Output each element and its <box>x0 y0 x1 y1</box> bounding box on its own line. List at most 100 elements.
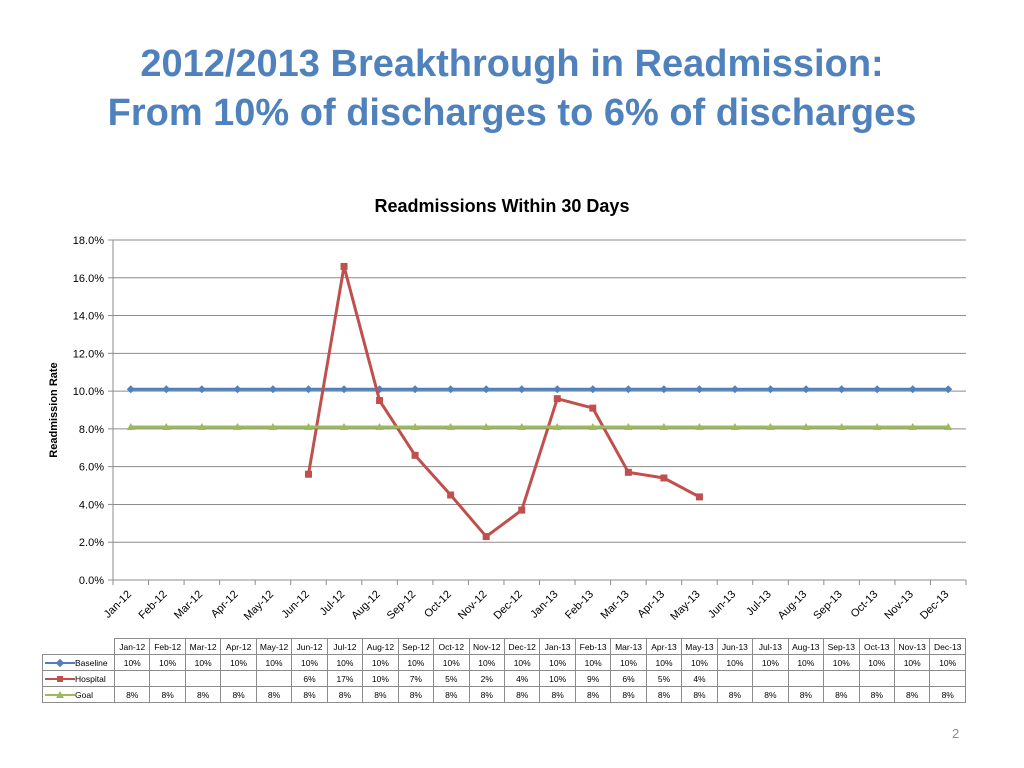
table-column-header: Apr-12 <box>220 638 257 655</box>
baseline-point <box>553 385 562 394</box>
table-cell: 10% <box>574 654 612 671</box>
goal-point <box>624 423 633 430</box>
table-cell: 10% <box>823 654 860 671</box>
table-column-header: Jul-13 <box>752 638 789 655</box>
slide-title-line-2: From 10% of discharges to 6% of discharg… <box>107 92 917 134</box>
x-tick-label: Feb-12 <box>136 588 169 621</box>
page-number: 2 <box>952 726 960 741</box>
goal-point <box>340 423 349 430</box>
slide-title-line-1: 2012/2013 Breakthrough in Readmission: <box>140 43 884 85</box>
x-tick-label: Jan-13 <box>528 588 560 620</box>
table-cell <box>752 670 789 687</box>
goal-point <box>873 423 882 430</box>
table-cell <box>255 670 293 687</box>
baseline-point <box>624 385 633 394</box>
legend-key <box>45 659 75 668</box>
table-cell: 10% <box>362 654 399 671</box>
x-tick-label: Jan-12 <box>102 588 134 620</box>
table-cell: 10% <box>113 654 151 671</box>
table-cell: 8% <box>291 686 328 703</box>
goal-point <box>802 423 811 430</box>
x-tick-label: Oct-12 <box>422 588 454 620</box>
goal-point <box>944 423 953 430</box>
legend-label: Hospital <box>75 673 106 684</box>
table-cell: 8% <box>113 686 151 703</box>
table-column-header: Aug-12 <box>362 638 399 655</box>
baseline-point <box>873 385 882 394</box>
hospital-point <box>447 491 455 499</box>
y-axis-ticks: 0.0% 2.0% 4.0% 6.0% 8.0% 10.0% 12.0% 14.0% 16.0%… <box>73 235 104 587</box>
hospital-point <box>518 506 526 514</box>
table-column-header: Jun-12 <box>291 638 328 655</box>
goal-point <box>908 423 917 430</box>
baseline-point <box>340 385 349 394</box>
x-tick-label: Aug-12 <box>349 588 383 622</box>
table-cell: 10% <box>610 654 647 671</box>
y-tick-label: 12.0% <box>73 348 104 360</box>
y-tick-label: 6.0% <box>79 462 104 474</box>
table-cell: 8% <box>539 686 576 703</box>
goal-point <box>588 423 597 430</box>
table-column-header: Nov-13 <box>893 638 931 655</box>
legend-label: Goal <box>75 689 93 700</box>
baseline-point <box>268 385 277 394</box>
table-cell: 4% <box>681 670 718 687</box>
goal-point <box>304 423 313 430</box>
table-cell: 10% <box>362 670 399 687</box>
baseline-point <box>944 385 953 394</box>
baseline-point <box>766 385 775 394</box>
table-cell: 8% <box>858 686 895 703</box>
table-column-header: Nov-12 <box>468 638 505 655</box>
table-cell: 10% <box>255 654 293 671</box>
legend-entry: Hospital <box>42 670 115 687</box>
table-column-header: Oct-12 <box>433 638 470 655</box>
goal-point <box>411 423 420 430</box>
goal-point <box>730 423 739 430</box>
baseline-point <box>908 385 917 394</box>
goal-point <box>233 423 242 430</box>
chart-title: Readmissions Within 30 Days <box>374 196 630 216</box>
table-column-header: Mar-12 <box>184 638 222 655</box>
table-cell <box>113 670 151 687</box>
table-cell: 10% <box>433 654 470 671</box>
table-cell: 8% <box>220 686 257 703</box>
table-cell: 10% <box>291 654 328 671</box>
goal-point <box>766 423 775 430</box>
x-tick-label: Jun-13 <box>706 588 738 620</box>
x-tick-label: Dec-12 <box>491 588 525 622</box>
table-row: Baseline 10% 10% 10% 10% 10% 10% 10% 10% 10% 10% 10… <box>42 654 966 671</box>
table-header-row: Jan-12 Feb-12 Mar-12 Apr-12 May-12 Jun-12 Jul-… <box>42 638 966 655</box>
table-cell: 6% <box>610 670 647 687</box>
table-cell: 8% <box>823 686 860 703</box>
x-tick-label: Mar-13 <box>599 588 632 621</box>
table-cell: 10% <box>503 654 541 671</box>
table-column-header: Aug-13 <box>787 638 825 655</box>
y-tick-label: 14.0% <box>73 311 104 323</box>
table-cell: 8% <box>787 686 825 703</box>
hospital-point <box>553 395 561 403</box>
baseline-point <box>517 385 526 394</box>
table-cell: 10% <box>468 654 505 671</box>
table-cell: 8% <box>184 686 222 703</box>
table-cell: 10% <box>539 670 576 687</box>
table-cell: 10% <box>397 654 435 671</box>
hospital-point <box>695 493 703 501</box>
goal-point <box>517 423 526 430</box>
x-tick-label: Nov-12 <box>456 588 490 622</box>
legend-label: Baseline <box>75 657 108 668</box>
goal-point <box>268 423 277 430</box>
y-tick-label: 18.0% <box>73 235 104 247</box>
hospital-point <box>624 468 632 476</box>
goal-point <box>482 423 491 430</box>
table-column-header: Sep-13 <box>823 638 860 655</box>
table-cell: 10% <box>752 654 789 671</box>
table-column-header: Jun-13 <box>716 638 754 655</box>
x-tick-label: Sep-13 <box>811 588 845 622</box>
goal-point <box>375 423 384 430</box>
series-group <box>126 262 953 541</box>
table-column-header: Jan-12 <box>113 638 151 655</box>
x-tick-label: Jun-12 <box>279 588 311 620</box>
table-cell <box>858 670 895 687</box>
baseline-point <box>233 385 242 394</box>
table-cell <box>893 670 931 687</box>
